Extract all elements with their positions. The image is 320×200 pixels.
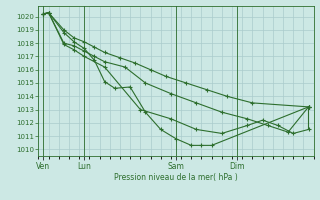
X-axis label: Pression niveau de la mer( hPa ): Pression niveau de la mer( hPa ) xyxy=(114,173,238,182)
